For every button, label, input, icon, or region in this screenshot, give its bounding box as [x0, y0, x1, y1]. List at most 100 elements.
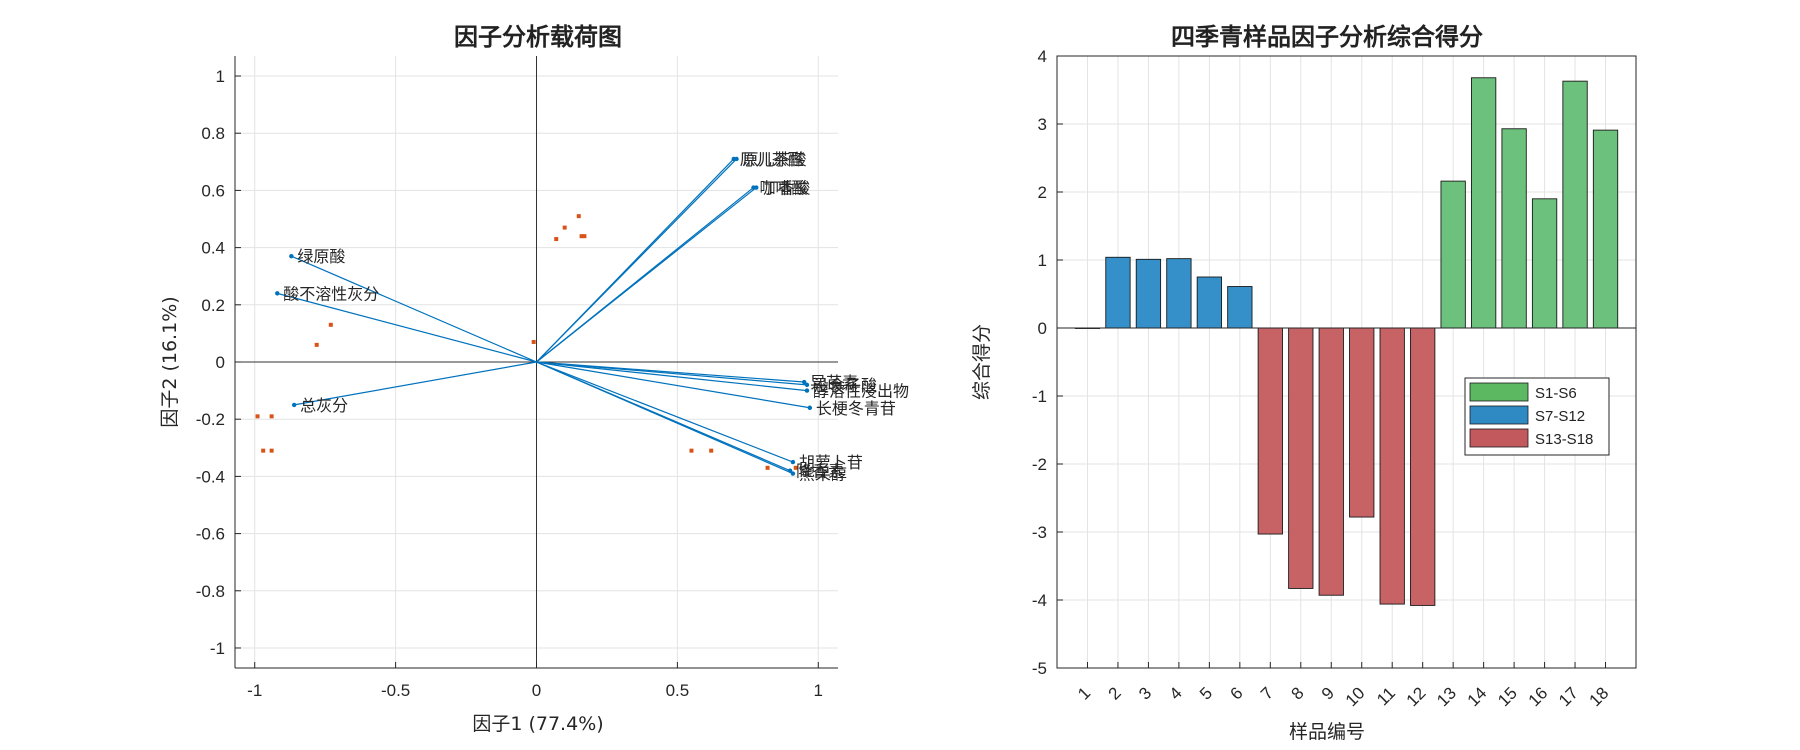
score-point	[269, 414, 274, 419]
bar	[1531, 198, 1558, 329]
bar	[1105, 256, 1131, 329]
loading-label: 咖啡酸	[759, 179, 807, 198]
bar-chart-grid	[1057, 55, 1636, 669]
x-tick-label: -0.5	[381, 681, 410, 700]
x-tick-label: 11	[1373, 683, 1399, 709]
y-tick-label: -1	[210, 639, 225, 658]
y-tick-label: 0.6	[201, 181, 225, 200]
loading-point	[289, 253, 294, 259]
y-tick-label: -3	[1032, 523, 1047, 542]
legend-label: S1-S6	[1535, 385, 1577, 402]
x-tick-label: 8	[1287, 683, 1307, 703]
score-points	[255, 214, 798, 470]
loading-plot-xlabel: 因子1 (77.4%)	[472, 713, 603, 735]
loading-vector	[277, 292, 537, 363]
loading-vector	[291, 255, 537, 363]
score-point	[255, 414, 260, 419]
bar-chart-ylabel: 综合得分	[971, 324, 993, 400]
loading-point	[790, 471, 796, 476]
legend-swatch	[1469, 405, 1529, 425]
bar	[1135, 258, 1162, 329]
loading-plot-ylabel: 因子2 (16.1%)	[159, 296, 181, 427]
x-tick-label: 10	[1342, 683, 1369, 710]
score-point	[689, 448, 694, 453]
x-tick-label: 0.5	[666, 681, 690, 700]
loading-label: 绿原酸	[297, 247, 345, 266]
score-point	[261, 448, 266, 453]
bar-chart-legend: S1-S6 S7-S12 S13-S18	[1464, 377, 1610, 456]
score-point	[793, 465, 798, 470]
loading-point	[291, 402, 297, 408]
score-point	[562, 225, 567, 230]
y-tick-label: 3	[1038, 115, 1047, 134]
x-tick-label: 16	[1525, 683, 1552, 710]
y-tick-label: 0.8	[201, 124, 225, 143]
loading-vector	[536, 187, 757, 363]
loading-vector	[536, 361, 794, 475]
y-tick-label: 1	[216, 67, 225, 86]
loading-vectors	[275, 156, 813, 476]
bar	[1562, 80, 1588, 329]
bar-chart-title: 四季青样品因子分析综合得分	[1171, 22, 1483, 51]
loading-point	[790, 459, 796, 465]
y-tick-label: -0.2	[196, 410, 225, 429]
loading-label: 酸不溶性灰分	[283, 284, 379, 303]
score-point	[531, 339, 536, 344]
loading-vector	[536, 361, 794, 463]
loading-point	[807, 405, 813, 410]
loading-point	[804, 382, 810, 388]
x-tick-label: 7	[1257, 683, 1277, 703]
x-tick-label: 5	[1196, 683, 1216, 703]
y-tick-label: -2	[1032, 455, 1047, 474]
x-tick-label: 18	[1586, 683, 1613, 710]
loading-label: 没食子酸	[813, 376, 877, 395]
bar	[1196, 276, 1223, 329]
y-tick-label: -4	[1032, 591, 1047, 610]
bar	[1318, 327, 1344, 596]
bar-chart-axes	[1056, 55, 1637, 669]
legend-swatch	[1469, 428, 1529, 448]
bar	[1288, 327, 1314, 589]
loading-label: 总灰分	[300, 396, 348, 415]
x-tick-label: 1	[814, 681, 823, 700]
bar	[1592, 129, 1619, 329]
x-tick-label: 1	[1074, 683, 1094, 703]
y-tick-label: -0.4	[196, 467, 225, 486]
loading-vector	[294, 361, 537, 406]
score-point	[582, 234, 587, 239]
loading-point	[275, 291, 280, 296]
x-tick-label: 17	[1555, 683, 1582, 710]
plot-frame	[1056, 55, 1637, 669]
legend-label: S7-S12	[1535, 408, 1585, 425]
y-tick-label: -0.8	[196, 582, 225, 601]
bar-chart-xlabel: 样品编号	[1289, 721, 1365, 743]
loading-plot-title: 因子分析载荷图	[454, 22, 622, 51]
loading-label: 胡萝卜苷	[799, 453, 863, 472]
bar	[1379, 327, 1405, 605]
score-point	[269, 448, 274, 453]
y-tick-label: 0.4	[201, 239, 225, 258]
x-tick-label: 15	[1494, 683, 1521, 710]
bar	[1440, 180, 1466, 329]
bar-series	[1074, 77, 1619, 606]
y-tick-label: 2	[1038, 183, 1047, 202]
bar	[1349, 327, 1375, 518]
loading-label: 降香素	[796, 462, 844, 481]
bar	[1501, 128, 1527, 329]
x-tick-label: 4	[1166, 683, 1186, 703]
bar	[1227, 286, 1253, 329]
loading-vector	[536, 361, 808, 386]
x-tick-label: 14	[1464, 683, 1491, 710]
x-tick-label: 2	[1105, 683, 1125, 703]
loading-label: 丁香酸	[762, 179, 810, 198]
score-point	[554, 237, 559, 242]
y-tick-label: -0.6	[196, 525, 225, 544]
y-tick-label: 0.2	[201, 296, 225, 315]
x-tick-label: 13	[1433, 683, 1460, 710]
loading-label: 醇溶性浸出物	[813, 382, 909, 401]
loading-label: 原儿茶酸	[743, 150, 807, 169]
x-tick-label: 3	[1135, 683, 1155, 703]
loading-vector	[536, 158, 737, 363]
loading-plot: 因子分析载荷图 因子1 (77.4%) 因子2 (16.1%) -1 -0.5 0 0…	[159, 22, 909, 735]
